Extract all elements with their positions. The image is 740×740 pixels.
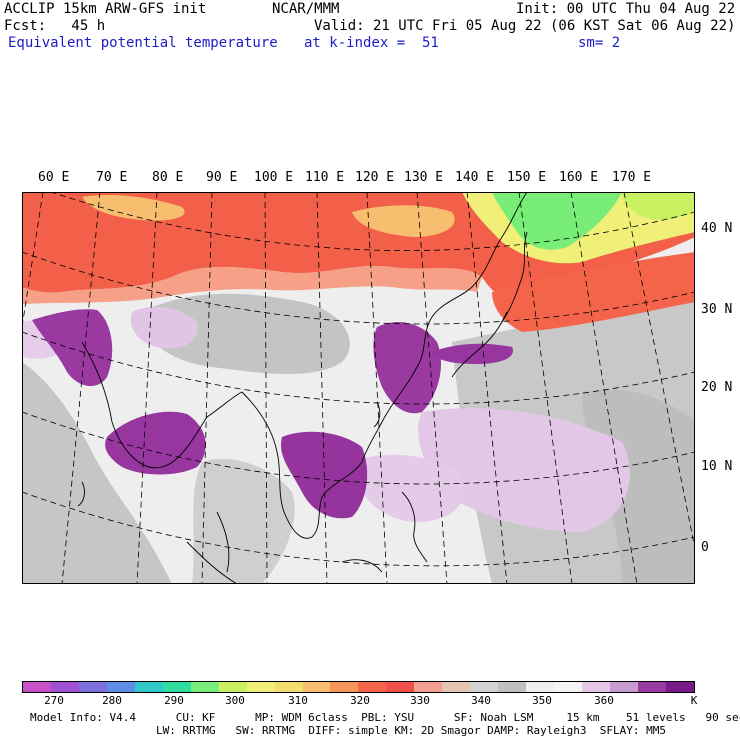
field-purple-japan-band <box>432 343 513 364</box>
colorbar-swatch <box>470 682 499 692</box>
colorbar-swatch <box>386 682 415 692</box>
field-orange-patch <box>82 195 185 221</box>
colorbar-swatch <box>218 682 247 692</box>
lon-label: 110 E <box>305 170 345 185</box>
colorbar-swatch <box>302 682 331 692</box>
field-name: Equivalent potential temperature <box>8 35 278 51</box>
forecast-hour: Fcst: 45 h <box>4 18 106 34</box>
colorbar-tick: 330 <box>410 694 430 707</box>
model-title: ACCLIP 15km ARW-GFS init <box>4 1 207 17</box>
colorbar-tick: 300 <box>225 694 245 707</box>
field-purple-india <box>105 411 206 475</box>
field-purple-indus <box>32 309 113 387</box>
colorbar-swatch <box>554 682 583 692</box>
lon-label: 70 E <box>96 170 128 185</box>
colorbar-swatch <box>358 682 387 692</box>
map-frame <box>22 192 695 584</box>
model-info-line2: LW: RRTMG SW: RRTMG DIFF: simple KM: 2D … <box>156 724 666 737</box>
center-label: NCAR/MMM <box>272 1 340 17</box>
colorbar-tick: 340 <box>471 694 491 707</box>
colorbar <box>22 681 695 693</box>
level-label: at k-index = 51 <box>304 35 439 51</box>
model-info-line1: Model Info: V4.4 CU: KF MP: WDM 6class P… <box>30 711 740 724</box>
lon-label: 150 E <box>507 170 547 185</box>
colorbar-tick: 280 <box>102 694 122 707</box>
lon-label: 120 E <box>355 170 395 185</box>
field-lightgreen-northeast <box>622 192 695 220</box>
lat-label: 20 N <box>701 380 733 395</box>
colorbar-tick: 290 <box>164 694 184 707</box>
lon-label: 90 E <box>206 170 238 185</box>
colorbar-swatch <box>106 682 135 692</box>
colorbar-swatch <box>637 682 666 692</box>
colorbar-swatch <box>190 682 219 692</box>
init-time: Init: 00 UTC Thu 04 Aug 22 <box>516 1 736 17</box>
field-lightpurple-philippine <box>352 454 465 522</box>
lat-label: 0 <box>701 540 709 555</box>
coastlines <box>77 192 528 584</box>
colorbar-swatch <box>134 682 163 692</box>
colorbar-tick: 270 <box>44 694 64 707</box>
valid-time: Valid: 21 UTC Fri 05 Aug 22 (06 KST Sat … <box>314 18 736 34</box>
lon-label: 130 E <box>404 170 444 185</box>
colorbar-tick: 320 <box>350 694 370 707</box>
lon-label: 160 E <box>559 170 599 185</box>
field-salmon-fringe <box>22 265 482 304</box>
lon-label: 170 E <box>612 170 652 185</box>
lon-label: 100 E <box>254 170 294 185</box>
colorbar-swatch <box>665 682 694 692</box>
lon-label: 60 E <box>38 170 70 185</box>
field-lightpurple-pacific <box>418 408 630 532</box>
lat-label: 10 N <box>701 459 733 474</box>
field-gray-west <box>22 362 172 584</box>
field-orange-patch-2 <box>352 205 455 237</box>
lat-label: 40 N <box>701 221 733 236</box>
colorbar-swatch <box>23 682 51 692</box>
colorbar-tick: 310 <box>288 694 308 707</box>
field-lightpurple-tibet <box>130 306 198 349</box>
colorbar-tick: 350 <box>532 694 552 707</box>
colorbar-swatch <box>162 682 191 692</box>
colorbar-swatch <box>50 682 79 692</box>
colorbar-swatch <box>582 682 611 692</box>
smoothing-label: sm= 2 <box>578 35 621 51</box>
map-panel <box>22 192 695 584</box>
colorbar-swatch <box>442 682 471 692</box>
lon-label: 140 E <box>455 170 495 185</box>
field-gray-sea <box>192 458 295 584</box>
colorbar-tick: 360 <box>594 694 614 707</box>
graticule <box>22 192 695 584</box>
colorbar-swatch <box>330 682 359 692</box>
colorbar-swatch <box>78 682 107 692</box>
lon-label: 80 E <box>152 170 184 185</box>
field-red-pacific-plume <box>492 252 695 332</box>
field-gray-interior <box>142 293 350 374</box>
colorbar-swatch <box>498 682 527 692</box>
colorbar-swatch <box>526 682 555 692</box>
colorbar-swatch <box>274 682 303 692</box>
colorbar-unit: K <box>690 694 698 707</box>
lat-label: 30 N <box>701 302 733 317</box>
colorbar-swatch <box>246 682 275 692</box>
colorbar-swatch <box>610 682 638 692</box>
colorbar-swatch <box>414 682 443 692</box>
